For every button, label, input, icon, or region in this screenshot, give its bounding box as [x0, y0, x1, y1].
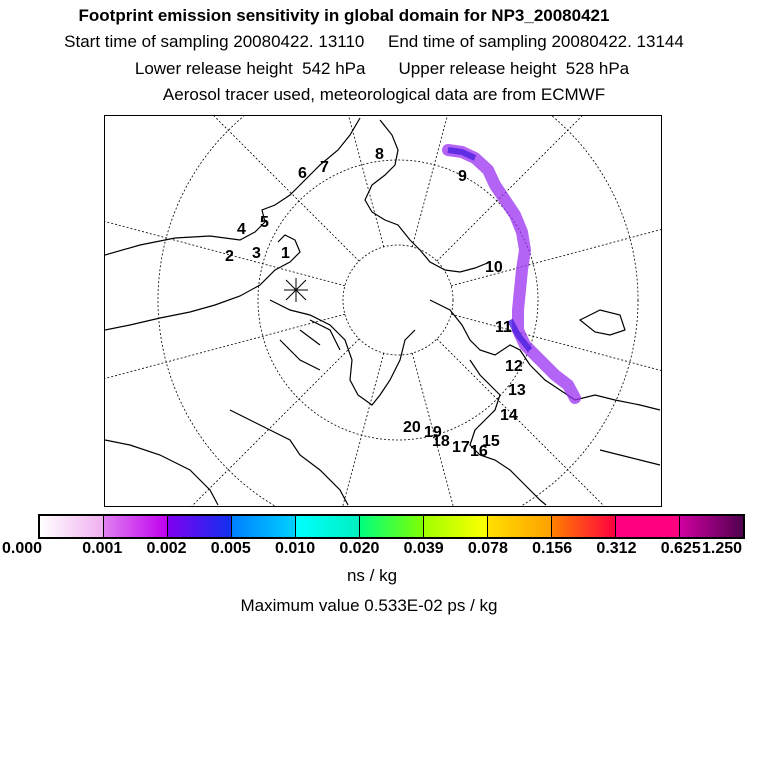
day-label: 16: [470, 443, 488, 460]
colorbar-tick-label: 0.625: [660, 540, 701, 557]
colorbar-tick-label: 0.002: [146, 540, 187, 557]
latitude-circle: [521, 300, 639, 506]
lower-release-height: Lower release height 542 hPa: [134, 59, 366, 78]
meridian-line: [191, 338, 360, 506]
plot-title: Footprint emission sensitivity in global…: [78, 6, 610, 25]
colorbar-segment: [680, 516, 743, 537]
day-label: 13: [508, 382, 526, 399]
colorbar-segment: [296, 516, 360, 537]
day-label: 9: [458, 168, 467, 185]
day-label: 19: [424, 424, 442, 441]
meridian-line: [348, 116, 385, 247]
colorbar-segment: [424, 516, 488, 537]
day-label: 6: [298, 165, 307, 182]
tracer-info: Aerosol tracer used, meteorological data…: [162, 85, 606, 104]
meridian-line: [451, 313, 661, 371]
latitude-circle: [257, 159, 539, 441]
day-label: 12: [505, 358, 523, 375]
colorbar-tick-label: 1.250: [701, 540, 743, 557]
colorbar-segment: [168, 516, 232, 537]
latitude-circle: [157, 116, 275, 506]
day-label: 15: [482, 433, 500, 450]
latitude-circle: [552, 116, 639, 300]
meridian-line: [411, 116, 448, 247]
start-time: Start time of sampling 20080422. 13110: [64, 32, 365, 51]
maximum-value: Maximum value 0.533E-02 ps / kg: [240, 596, 498, 615]
colorbar-segment: [104, 516, 168, 537]
colorbar-tick-label: 0.020: [339, 540, 380, 557]
colorbar-segment: [616, 516, 680, 537]
sampling-times: Start time of sampling 20080422. 13110 E…: [0, 32, 758, 52]
trajectory-plume: [442, 144, 581, 404]
end-time: End time of sampling 20080422. 13144: [388, 32, 684, 51]
polar-map: 1 2 3 4 5 6 7 8 9 10 11 12 13 14 15 16 1…: [104, 115, 662, 507]
plume-core: [447, 147, 533, 352]
day-label: 4: [237, 221, 246, 238]
colorbar-tick-label: 0.312: [596, 540, 637, 557]
colorbar: [38, 514, 745, 539]
meridian-line: [342, 353, 385, 506]
meridian-line: [436, 116, 583, 262]
day-label: 14: [500, 407, 518, 424]
day-label: 11: [495, 319, 512, 336]
colorbar-tick-label: 0.156: [532, 540, 573, 557]
meridian-line: [105, 221, 345, 287]
map-svg: 1 2 3 4 5 6 7 8 9 10 11 12 13 14 15 16 1…: [105, 116, 661, 506]
upper-release-height: Upper release height 528 hPa: [398, 59, 630, 78]
meridian-line: [451, 229, 661, 287]
colorbar-segment: [488, 516, 552, 537]
day-label: 2: [225, 248, 234, 265]
coastlines: [105, 117, 661, 506]
graticule: [105, 116, 661, 506]
release-heights: Lower release height 542 hPa Upper relea…: [0, 59, 766, 79]
day-label: 5: [260, 214, 269, 231]
colorbar-tick-label: 0.000: [1, 540, 43, 557]
colorbar-tick-label: 0.078: [467, 540, 508, 557]
latitude-circle: [342, 244, 454, 356]
colorbar-segment: [552, 516, 616, 537]
day-label: 3: [252, 245, 261, 262]
day-label: 8: [375, 146, 384, 163]
day-label: 17: [452, 439, 470, 456]
colorbar-tick-label: 0.005: [210, 540, 251, 557]
colorbar-unit: ns / kg: [346, 566, 398, 585]
colorbar-tick-label: 0.001: [82, 540, 123, 557]
release-marker: [284, 278, 308, 302]
day-label: 18: [432, 433, 450, 450]
day-labels: 1 2 3 4 5 6 7 8 9 10 11 12 13 14 15 16 1…: [225, 146, 526, 460]
colorbar-segment: [232, 516, 296, 537]
meridian-line: [436, 338, 605, 506]
colorbar-segment: [40, 516, 104, 537]
colorbar-tick-label: 0.039: [403, 540, 444, 557]
day-label: 7: [320, 159, 329, 176]
meridian-line: [105, 313, 345, 379]
day-label: 10: [485, 259, 503, 276]
day-label: 20: [403, 419, 421, 436]
day-label: 1: [281, 245, 290, 262]
colorbar-tick-label: 0.010: [275, 540, 316, 557]
colorbar-segment: [360, 516, 424, 537]
